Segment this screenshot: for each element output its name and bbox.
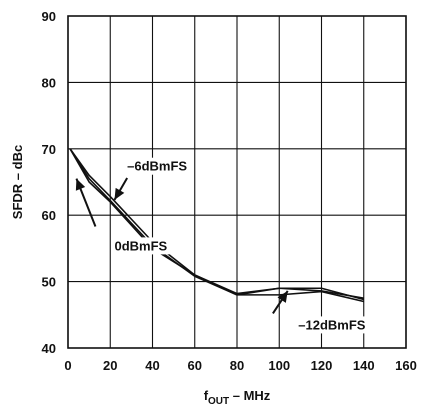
y-tick-label: 50: [42, 275, 56, 290]
annotation-label-background: [125, 157, 190, 175]
annotations: –6dBmFS 0dBmFS –12dBmFS: [75, 157, 368, 334]
series-line: [69, 148, 364, 299]
annotation-label-background: [112, 237, 170, 255]
y-axis-label: SFDR – dBc: [10, 145, 25, 219]
annotation-arrow-head: [75, 178, 86, 191]
x-tick-label: 160: [395, 358, 417, 373]
x-axis-label: fOUT – MHz: [204, 388, 271, 407]
x-tick-label: 140: [353, 358, 375, 373]
x-axis-label-main: f: [204, 388, 209, 403]
y-axis-ticks: 40 50 60 70 80 90: [42, 9, 56, 356]
annotation-label: 0dBmFS: [114, 238, 167, 253]
annotation-arrow-head: [114, 187, 125, 200]
plot-frame: [67, 15, 407, 349]
y-tick-label: 40: [42, 341, 56, 356]
series-lines: [69, 148, 364, 303]
x-axis-label-unit: – MHz: [229, 388, 271, 403]
annotation-label-background: [296, 316, 368, 334]
x-tick-label: 60: [188, 358, 202, 373]
series-line: [69, 148, 364, 303]
grid: [67, 15, 407, 349]
x-axis-ticks: 0 20 40 60 80 100 120 140 160: [64, 358, 416, 373]
x-axis-label-subscript: OUT: [208, 396, 229, 407]
y-tick-label: 90: [42, 9, 56, 24]
x-tick-label: 20: [103, 358, 117, 373]
series-line: [69, 148, 364, 301]
y-tick-label: 80: [42, 75, 56, 90]
annotation-arrow-head: [277, 290, 288, 303]
annotation-label: –6dBmFS: [127, 159, 187, 174]
x-tick-label: 80: [230, 358, 244, 373]
x-tick-label: 0: [64, 358, 71, 373]
x-tick-label: 120: [311, 358, 333, 373]
x-tick-label: 100: [268, 358, 290, 373]
x-tick-label: 40: [145, 358, 159, 373]
annotation-label: –12dBmFS: [298, 317, 366, 332]
y-tick-label: 70: [42, 142, 56, 157]
y-tick-label: 60: [42, 208, 56, 223]
